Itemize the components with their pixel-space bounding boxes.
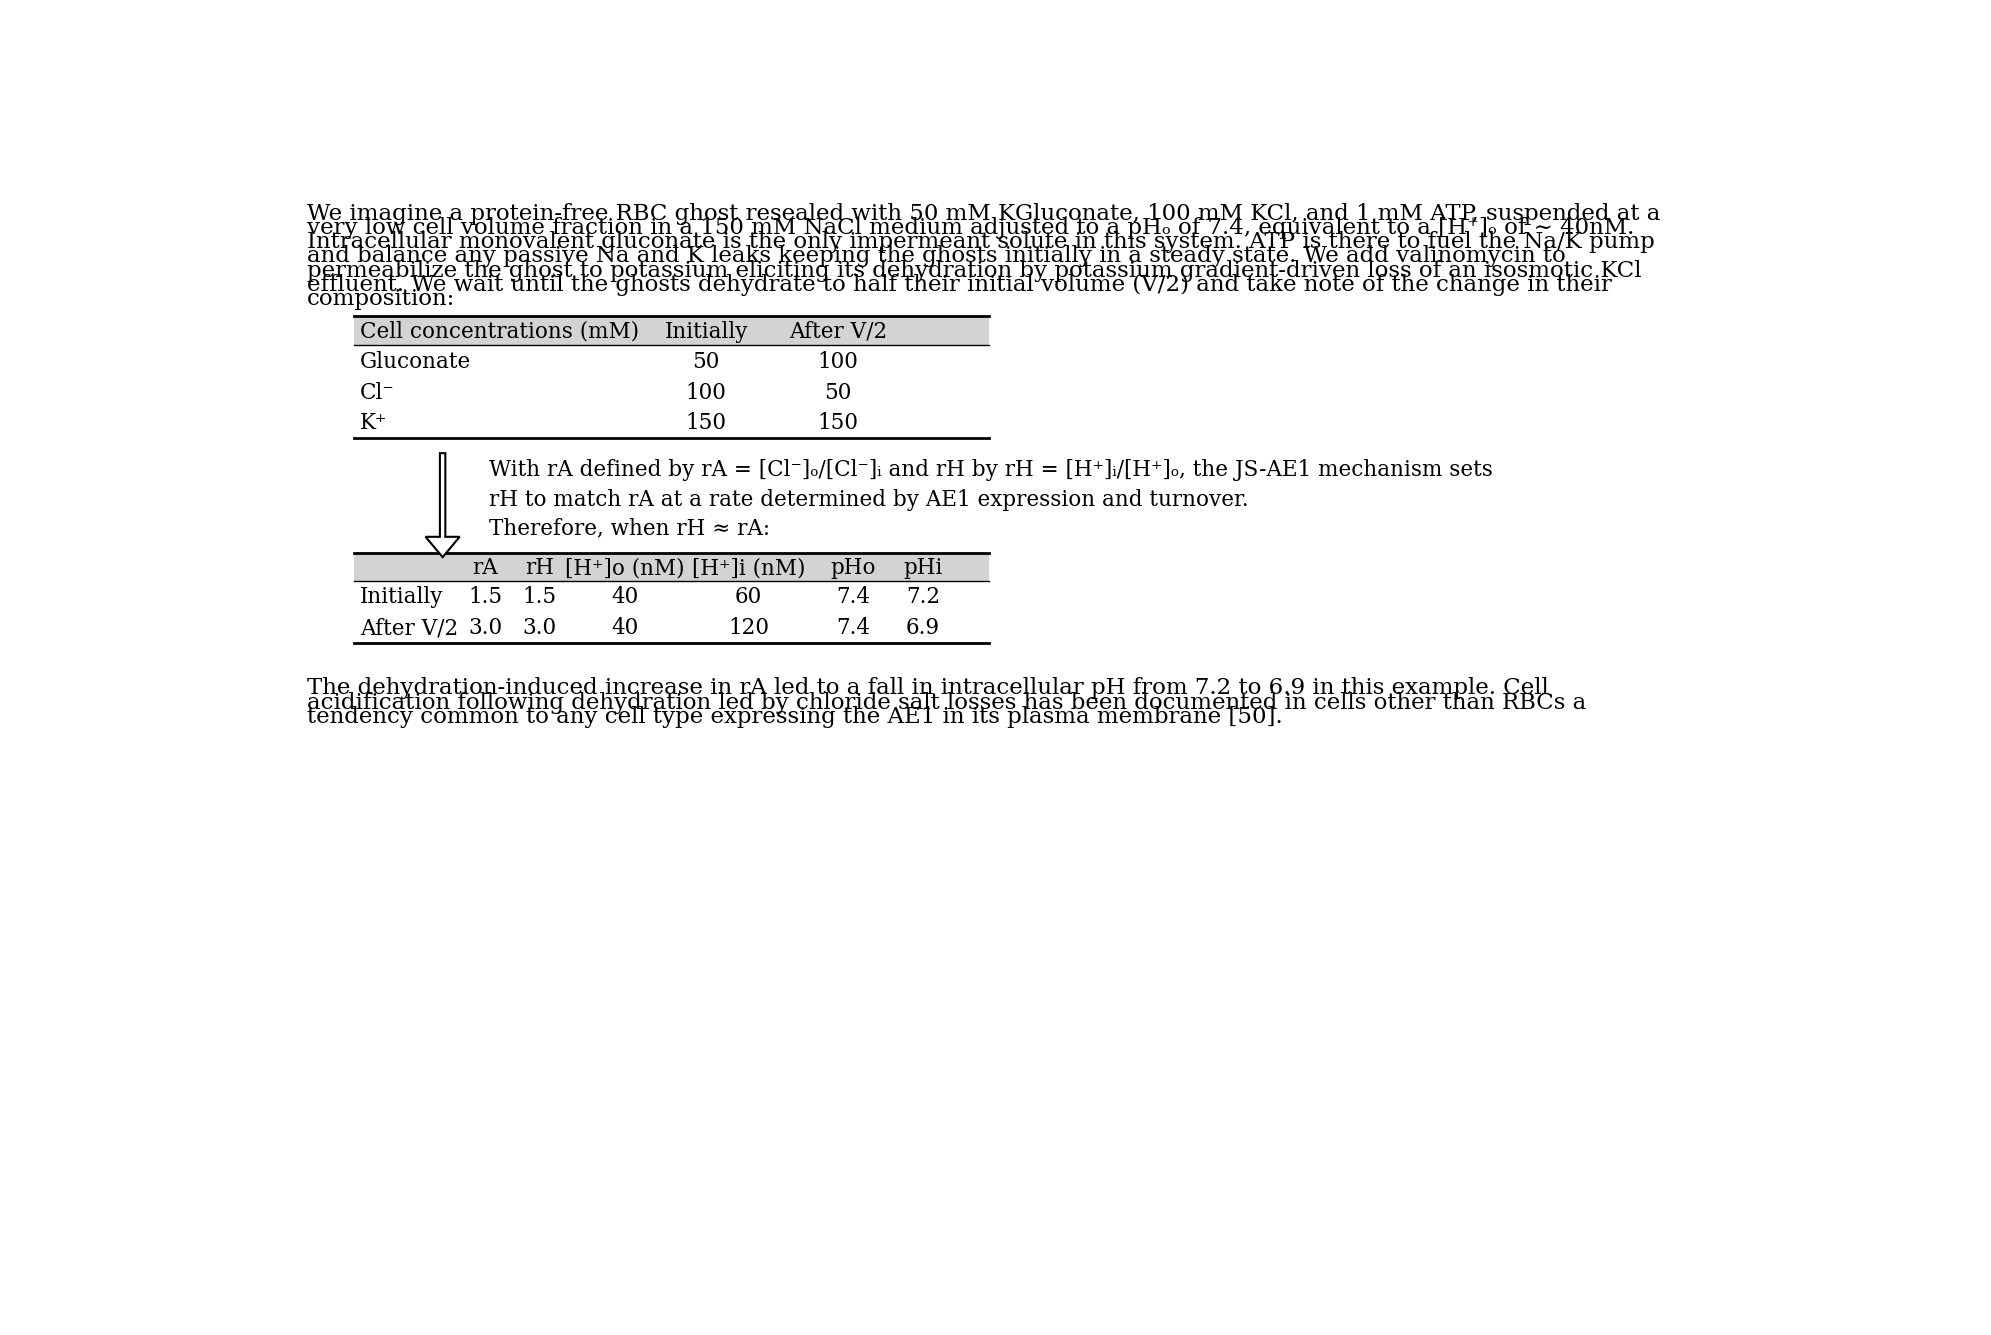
Text: 120: 120 (729, 617, 769, 639)
Text: tendency common to any cell type expressing the AE1 in its plasma membrane [50].: tendency common to any cell type express… (307, 706, 1282, 728)
Text: Cell concentrations (mM): Cell concentrations (mM) (360, 320, 639, 343)
Text: [H⁺]i (nM): [H⁺]i (nM) (693, 557, 806, 579)
Text: pHi: pHi (904, 557, 944, 579)
Text: We imagine a protein-free RBC ghost resealed with 50 mM KGluconate, 100 mM KCl, : We imagine a protein-free RBC ghost rese… (307, 203, 1660, 224)
Text: 100: 100 (685, 382, 727, 403)
Text: 3.0: 3.0 (468, 617, 502, 639)
Text: After V/2: After V/2 (360, 617, 458, 639)
Text: 7.4: 7.4 (836, 617, 870, 639)
Text: effluent. We wait until the ghosts dehydrate to half their initial volume (V/2) : effluent. We wait until the ghosts dehyd… (307, 274, 1613, 296)
Text: rH to match rA at a rate determined by AE1 expression and turnover.: rH to match rA at a rate determined by A… (490, 489, 1248, 510)
Text: 7.4: 7.4 (836, 586, 870, 609)
Text: composition:: composition: (307, 288, 456, 310)
Text: very low cell volume fraction in a 150 mM NaCl medium adjusted to a pHₒ of 7.4, : very low cell volume fraction in a 150 m… (307, 216, 1635, 239)
Text: K⁺: K⁺ (360, 413, 386, 434)
Text: 150: 150 (685, 413, 727, 434)
Text: 40: 40 (611, 617, 639, 639)
Text: permeabilize the ghost to potassium eliciting its dehydration by potassium gradi: permeabilize the ghost to potassium elic… (307, 259, 1641, 282)
Text: 100: 100 (818, 351, 858, 372)
Text: Initially: Initially (360, 586, 444, 609)
Text: 6.9: 6.9 (906, 617, 940, 639)
Text: 50: 50 (693, 351, 721, 372)
Text: 60: 60 (735, 586, 763, 609)
Text: rH: rH (526, 557, 553, 579)
Text: 50: 50 (824, 382, 852, 403)
Bar (354, 553, 990, 581)
Text: 3.0: 3.0 (522, 617, 557, 639)
Text: The dehydration-induced increase in rA led to a fall in intracellular pH from 7.: The dehydration-induced increase in rA l… (307, 677, 1549, 700)
Text: Cl⁻: Cl⁻ (360, 382, 394, 403)
Text: 150: 150 (818, 413, 858, 434)
Text: Initially: Initially (665, 320, 749, 343)
Text: and balance any passive Na and K leaks keeping the ghosts initially in a steady : and balance any passive Na and K leaks k… (307, 246, 1565, 267)
Text: Therefore, when rH ≈ rA:: Therefore, when rH ≈ rA: (490, 518, 771, 539)
Text: 7.2: 7.2 (906, 586, 940, 609)
Bar (354, 316, 990, 346)
Text: Gluconate: Gluconate (360, 351, 472, 372)
Text: 1.5: 1.5 (468, 586, 502, 609)
Text: pHo: pHo (830, 557, 876, 579)
Text: 40: 40 (611, 586, 639, 609)
Text: Intracellular monovalent gluconate is the only impermeant solute in this system.: Intracellular monovalent gluconate is th… (307, 231, 1655, 254)
Text: After V/2: After V/2 (788, 320, 888, 343)
Text: acidification following dehydration led by chloride salt losses has been documen: acidification following dehydration led … (307, 692, 1587, 713)
Text: rA: rA (472, 557, 498, 579)
Text: With rA defined by rA = [Cl⁻]ₒ/[Cl⁻]ᵢ and rH by rH = [H⁺]ᵢ/[H⁺]ₒ, the JS-AE1 mec: With rA defined by rA = [Cl⁻]ₒ/[Cl⁻]ᵢ an… (490, 459, 1493, 482)
Text: 1.5: 1.5 (522, 586, 557, 609)
Text: [H⁺]o (nM): [H⁺]o (nM) (565, 557, 685, 579)
Polygon shape (426, 453, 460, 557)
